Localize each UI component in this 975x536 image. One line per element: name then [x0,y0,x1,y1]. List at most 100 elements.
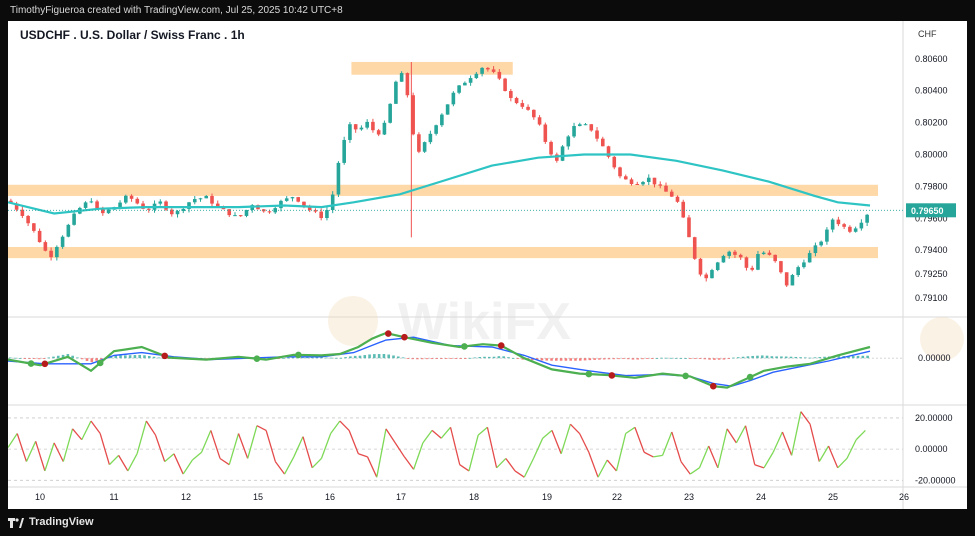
osc-segment [615,433,627,472]
macd-histogram-bar [119,355,122,359]
time-tick: 16 [325,492,335,502]
candle-body [646,177,651,183]
macd-histogram-bar [325,357,328,359]
osc-segment [532,437,544,459]
candle-body [348,124,352,140]
candle-body [669,191,674,197]
macd-histogram-bar [564,358,568,361]
osc-segment [634,427,645,453]
price-zones [8,61,878,259]
macd-cross-down-dot [497,342,505,349]
candle-body [577,124,582,127]
price-tick: 0.79800 [915,181,948,191]
macd-histogram-bar [660,357,663,359]
candle-body [32,223,36,231]
macd-histogram-bar [655,358,659,359]
osc-segment [744,425,756,465]
osc-segment [486,427,498,468]
candle-body [618,167,622,177]
macd-histogram-bar [42,358,46,359]
candle-body [290,197,295,199]
candle-body [595,130,599,139]
osc-segment [72,428,83,441]
macd-histogram-bar [559,358,563,361]
macd-histogram-bar [440,358,443,359]
macd-histogram-bar [583,358,587,361]
macd-histogram-bar [33,358,36,359]
osc-segment [127,453,138,472]
macd-histogram-bar [392,355,395,359]
candle-body [192,199,197,203]
macd-histogram-bar [9,357,12,359]
macd-histogram-bar [689,358,692,359]
macd-histogram-bar [478,356,482,359]
candle-body [307,206,312,211]
macd-histogram-bar [167,358,170,359]
candle-body [175,211,180,215]
macd-cross-down-dot [401,333,408,341]
macd-cross-up-dot [682,372,689,380]
candle-body [549,141,553,155]
macd-cross-down-dot [161,352,169,360]
macd-histogram-bar [679,358,683,359]
price-tick: 0.80600 [915,54,948,64]
osc-segment [145,420,157,436]
macd-histogram-bar [52,356,55,359]
osc-segment [523,458,535,478]
chart-panel[interactable]: WikiFX 0.80600 0.80400 0.80200 0.80000 0.798… [7,21,967,509]
last-price-badge [906,203,956,218]
candle-body [66,224,71,237]
candle-body [623,176,628,180]
osc-segment [330,420,341,434]
macd-histogram-bar [650,358,654,359]
candle-body [181,208,186,212]
candle-body [95,201,99,209]
osc-segment [247,425,258,459]
candle-body [422,142,427,152]
candle-body [687,217,691,238]
osc-segment [772,431,784,453]
candle-body [388,103,392,123]
currency-label: CHF [918,29,937,39]
macd-cross-up-dot [27,360,35,367]
macd-histogram-bar [133,355,137,359]
candle-body [267,211,272,213]
macd-histogram-bar [28,358,31,359]
candle-body [520,103,525,107]
chart-svg[interactable]: WikiFX 0.80600 0.80400 0.80200 0.80000 0.798… [7,21,967,509]
macd-histogram-bar [454,358,458,359]
macd-histogram-bar [128,355,132,359]
macd-histogram-bar [411,358,414,360]
macd-histogram-bar [794,356,798,359]
watermark: WikiFX [328,293,964,361]
osc-segment [413,442,424,470]
osc-segment [256,425,267,431]
candle-body [825,229,829,242]
candle-body [238,215,243,217]
macd-histogram-bar [459,358,462,359]
macd-histogram-bar [789,356,793,359]
time-tick: 11 [109,492,118,502]
last-price-label: 0.79650 [911,206,944,216]
macd-histogram-bar [497,356,501,359]
macd-histogram-bar [756,355,759,359]
osc-segment [394,442,405,458]
rsi-panel: 20.00000 0.00000 -20.00000 [7,411,956,485]
osc-segment [606,459,617,472]
macd-histogram-bar [569,358,572,361]
moving-average-line [7,153,871,215]
macd-histogram-bar [18,358,22,359]
macd-histogram-bar [693,358,697,359]
candle-body [692,237,697,259]
candle-body [658,184,663,186]
osc-segment [505,458,516,472]
osc-segment [717,428,728,468]
macd-histogram-bar [353,355,357,359]
candle-body [675,196,680,202]
candle-body [721,255,726,263]
macd-histogram-bar [646,358,649,359]
osc-segment [680,461,691,475]
macd-histogram-bar [550,358,553,361]
candle-body [727,251,732,256]
osc-segment [422,430,433,444]
